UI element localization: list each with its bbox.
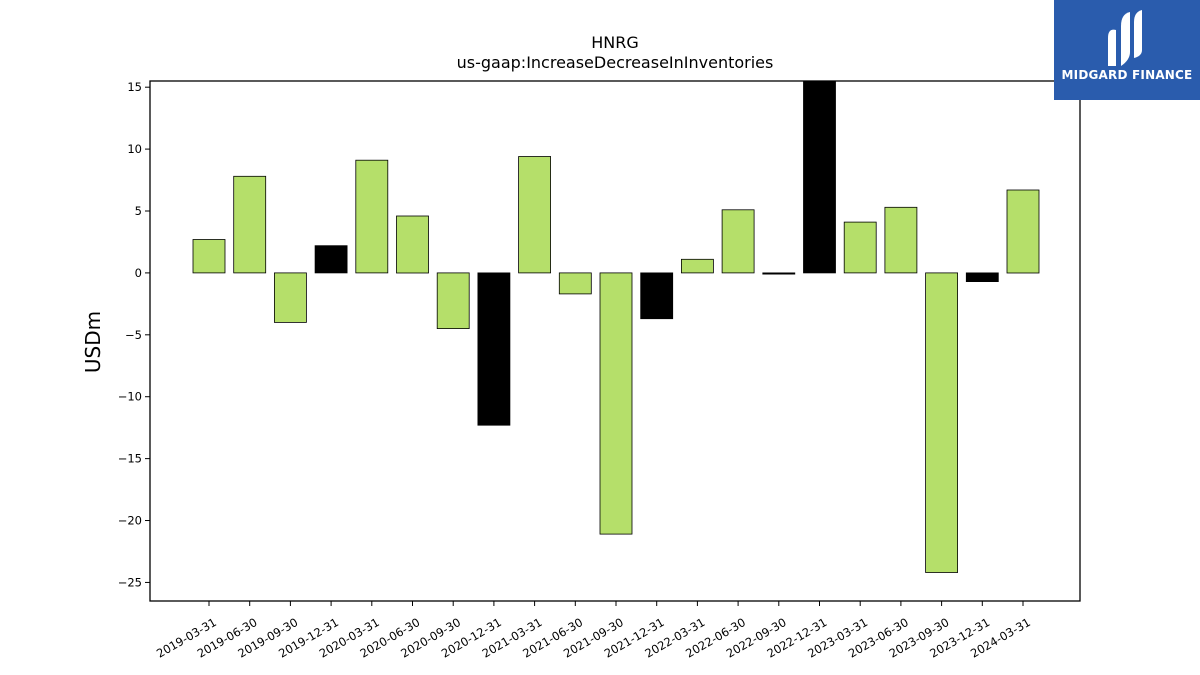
plot-frame: [149, 80, 1081, 602]
chart-title: HNRG: [591, 33, 639, 52]
bar-2020-12-31: [477, 272, 511, 426]
bars-group: [192, 80, 1040, 573]
chart-subtitle: us-gaap:IncreaseDecreaseInInventories: [457, 53, 774, 72]
y-tick-label: 0: [135, 266, 142, 280]
bar-2023-09-30: [925, 272, 958, 573]
bar-2022-09-30: [762, 272, 796, 275]
bar-2023-03-31: [843, 221, 877, 274]
bar-2024-03-31: [1006, 189, 1040, 274]
bar-2019-03-31: [192, 239, 226, 274]
bar-2020-09-30: [436, 272, 470, 329]
midgard-finance-logo: MIDGARD FINANCE: [1054, 0, 1200, 100]
y-tick-label: −10: [118, 390, 142, 404]
y-tick-label: −15: [118, 452, 142, 466]
bar-2019-12-31: [314, 245, 348, 274]
bar-2021-06-30: [558, 272, 592, 295]
y-tick-label: 10: [127, 142, 142, 156]
y-axis-label: USDm: [81, 311, 105, 373]
y-axis: 15 10 5 0 −5 −10 −15 −20 −25: [118, 80, 150, 589]
bar-2021-03-31: [518, 156, 551, 274]
y-tick-label: −5: [125, 328, 142, 342]
bar-2021-12-31: [640, 272, 674, 320]
bar-2020-03-31: [355, 159, 389, 274]
bar-2019-09-30: [273, 272, 307, 323]
bar-2022-03-31: [681, 258, 714, 274]
y-tick-label: −20: [118, 514, 142, 528]
logo-text: MIDGARD FINANCE: [1061, 68, 1193, 82]
bar-2023-12-31: [965, 272, 999, 282]
bar-2020-06-30: [396, 215, 429, 274]
y-tick-label: −25: [118, 575, 142, 589]
bar-2022-12-31: [803, 80, 836, 274]
bar-2021-09-30: [599, 272, 633, 535]
x-axis: 2019-03-312019-06-302019-09-302019-12-31…: [154, 601, 1033, 661]
y-tick-label: 15: [127, 80, 142, 94]
midgard-logo-icon: [1108, 10, 1142, 66]
y-tick-label: 5: [135, 204, 142, 218]
bar-2022-06-30: [721, 209, 755, 274]
bar-2019-06-30: [233, 175, 267, 274]
bar-2023-06-30: [884, 206, 918, 274]
